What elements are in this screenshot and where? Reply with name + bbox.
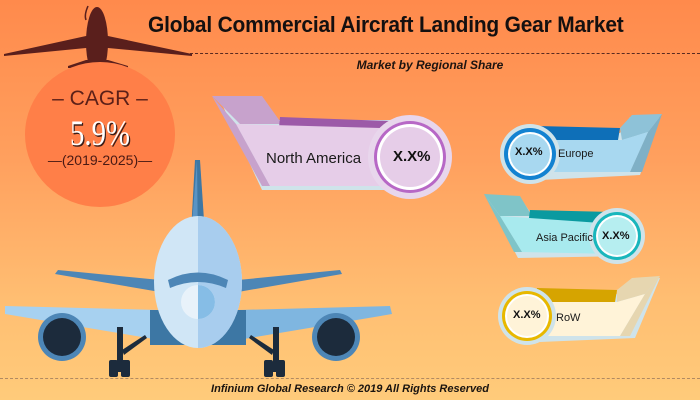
north-america-ribbon	[212, 96, 452, 199]
page-title: Global Commercial Aircraft Landing Gear …	[148, 12, 624, 37]
cagr-label: – CAGR –	[52, 87, 148, 110]
cagr-badge: – CAGR – 5.9% —(2019-2025)—	[25, 62, 175, 207]
region-value-north-america: X.X%	[393, 148, 431, 165]
region-value-asia-pacific: X.X%	[602, 230, 630, 242]
asia-pacific-ribbon	[484, 194, 645, 264]
page-subtitle: Market by Regional Share	[356, 58, 504, 72]
cagr-value: 5.9%	[70, 113, 130, 153]
region-label-row: RoW	[556, 312, 581, 324]
title-divider	[190, 53, 700, 54]
footer-divider	[0, 378, 700, 379]
region-label-asia-pacific: Asia Pacific	[536, 232, 593, 244]
airplane-front-icon	[5, 160, 392, 377]
footer-copyright: Infinium Global Research © 2019 All Righ…	[211, 383, 489, 395]
europe-ribbon	[500, 114, 662, 184]
region-label-europe: Europe	[558, 148, 594, 160]
airplane-silhouette-icon	[4, 5, 192, 77]
row-ribbon	[498, 276, 660, 345]
region-label-north-america: North America	[266, 150, 362, 167]
cagr-period: —(2019-2025)—	[47, 152, 153, 168]
region-value-europe: X.X%	[515, 146, 543, 158]
region-value-row: X.X%	[513, 309, 541, 321]
